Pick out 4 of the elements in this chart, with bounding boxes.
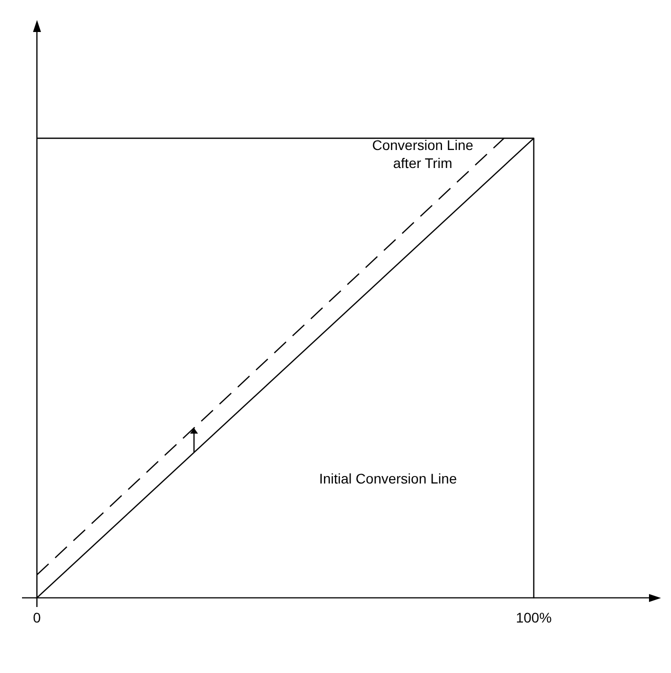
annotation: Conversion Line after Trim [372,137,474,172]
x-tick-label: 0 [33,610,42,626]
x-tick-label: 100% [516,610,552,626]
annotation: Initial Conversion Line [319,470,458,486]
